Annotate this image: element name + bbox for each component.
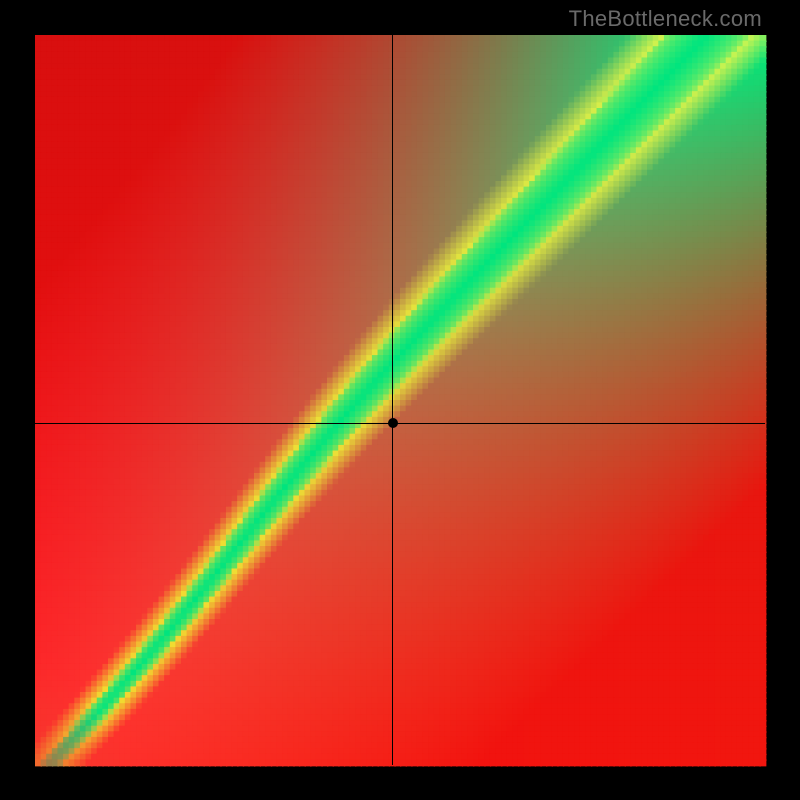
crosshair-marker-dot: [388, 418, 398, 428]
bottleneck-heatmap-plot: TheBottleneck.com: [0, 0, 800, 800]
crosshair-vertical: [392, 35, 393, 765]
heatmap-canvas: [0, 0, 800, 800]
crosshair-horizontal: [35, 423, 765, 424]
watermark-text: TheBottleneck.com: [569, 6, 762, 32]
